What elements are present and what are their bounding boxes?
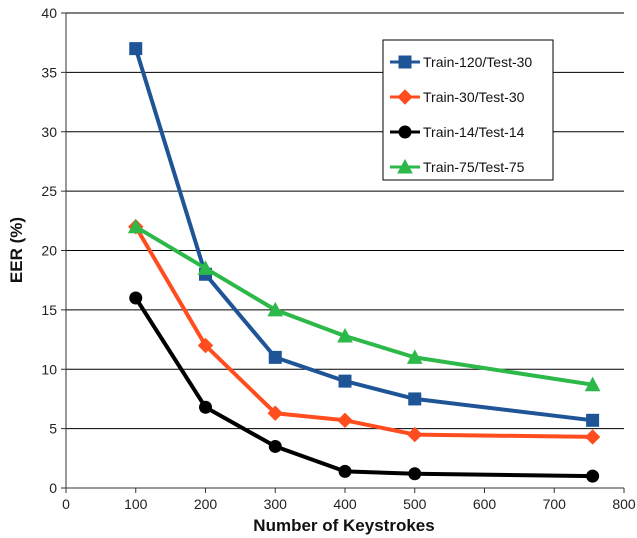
grid-lines	[66, 12, 624, 430]
data-point-circle	[408, 467, 422, 481]
data-point-legend-triangle	[397, 158, 413, 174]
legend-label: Train-120/Test-30	[423, 54, 532, 70]
y-tick-label: 25	[41, 183, 57, 199]
y-tick-label: 30	[41, 124, 57, 140]
series-line	[133, 48, 593, 423]
data-point-triangle	[197, 260, 214, 275]
y-tick-label: 5	[49, 421, 57, 437]
legend: Train-120/Test-30 Train-30/Test-30 Train-1…	[382, 39, 554, 181]
y-tick-label: 35	[41, 64, 57, 80]
x-tick-label: 100	[124, 496, 148, 512]
x-tick-label: 700	[543, 496, 567, 512]
y-axis-title: EER (%)	[7, 217, 26, 283]
x-tick-label: 300	[264, 496, 288, 512]
data-point-triangle	[406, 349, 423, 364]
data-point-square	[408, 392, 422, 406]
data-point-triangle	[337, 327, 353, 343]
y-tick-label: 10	[41, 361, 57, 377]
data-point-circle	[129, 291, 143, 305]
series-line	[134, 225, 593, 439]
data-point-circle	[268, 439, 282, 453]
data-point-diamond	[197, 337, 214, 354]
data-point-legend-circle	[398, 125, 412, 139]
data-point-legend-diamond	[397, 89, 413, 105]
x-tick-label: 800	[612, 496, 636, 512]
legend-entry: Train-30/Test-30	[390, 89, 525, 105]
y-tick-label: 40	[41, 5, 57, 21]
series-2	[128, 219, 601, 445]
data-point-square	[586, 413, 600, 427]
data-point-diamond	[337, 412, 353, 429]
legend-label: Train-14/Test-14	[423, 124, 525, 140]
x-tick-label: 600	[473, 496, 497, 512]
series-3	[129, 291, 600, 483]
series-4	[127, 218, 601, 392]
data-point-circle	[199, 400, 212, 414]
x-tick-label: 400	[333, 496, 357, 512]
data-point-triangle	[267, 301, 284, 317]
data-point-circle	[338, 464, 352, 478]
data-point-legend-square	[398, 55, 412, 69]
legend-label: Train-75/Test-75	[423, 159, 525, 175]
data-point-diamond	[584, 429, 601, 445]
data-point-diamond	[267, 405, 283, 421]
data-point-square	[268, 350, 282, 364]
x-tick-label: 0	[62, 496, 70, 512]
data-point-triangle	[584, 376, 601, 392]
y-tick-label: 20	[41, 243, 57, 259]
series-layer	[127, 42, 601, 483]
legend-entry: Train-120/Test-30	[390, 54, 532, 70]
series-line	[134, 225, 593, 387]
legend-label: Train-30/Test-30	[423, 89, 525, 105]
legend-entry: Train-14/Test-14	[390, 124, 525, 140]
x-tick-label: 200	[194, 496, 218, 512]
series-line	[134, 296, 593, 479]
y-tick-label: 15	[41, 302, 57, 318]
legend-entry: Train-75/Test-75	[390, 158, 525, 175]
y-tick-label: 0	[49, 480, 57, 496]
data-point-square	[338, 374, 352, 388]
data-point-diamond	[407, 426, 423, 443]
x-axis-title: Number of Keystrokes	[253, 516, 434, 535]
data-point-circle	[586, 469, 600, 483]
data-point-square	[129, 42, 143, 56]
x-tick-label: 500	[403, 496, 427, 512]
data-point-triangle	[127, 218, 144, 234]
